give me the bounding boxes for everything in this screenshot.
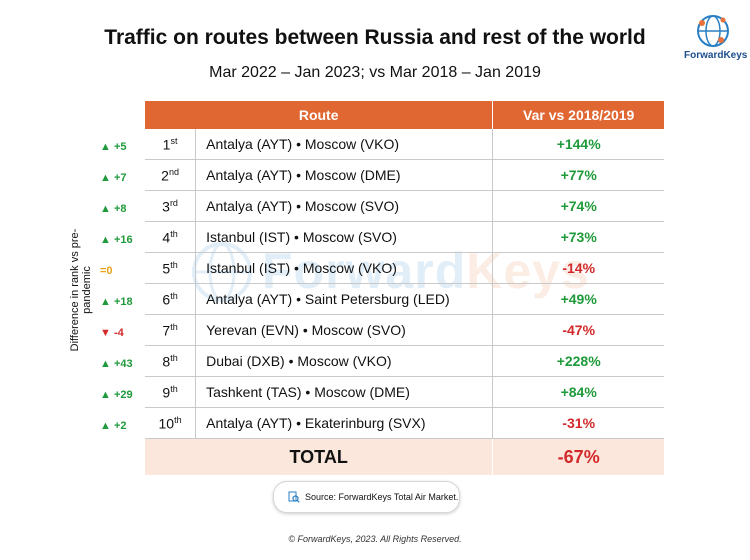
rank-suffix: rd bbox=[169, 197, 178, 208]
rank-suffix: st bbox=[170, 135, 178, 146]
rank-change-indicator: =0 bbox=[100, 265, 113, 277]
rank-change-indicator: ▲ +29 bbox=[100, 389, 133, 401]
variation-column-header: Var vs 2018/2019 bbox=[492, 101, 664, 129]
route-name: Antalya (AYT) • Saint Petersburg (LED) bbox=[195, 283, 494, 315]
rank-cell: 6th bbox=[145, 283, 197, 315]
route-name: Dubai (DXB) • Moscow (VKO) bbox=[195, 345, 494, 377]
route-variation: +73% bbox=[492, 221, 664, 253]
rank-change-indicator: ▲ +7 bbox=[100, 172, 127, 184]
rank-number: 5 bbox=[162, 260, 171, 277]
table-row: 8th Dubai (DXB) • Moscow (VKO) +228% bbox=[145, 345, 664, 377]
rank-number: 6 bbox=[162, 291, 171, 308]
rank-cell: 10th bbox=[145, 407, 197, 439]
rank-change-indicator: ▼ -4 bbox=[100, 327, 124, 339]
rank-change-indicator: ▲ +16 bbox=[100, 234, 133, 246]
rank-suffix: th bbox=[170, 228, 178, 239]
rank-number: 4 bbox=[162, 229, 171, 246]
route-name: Istanbul (IST) • Moscow (VKO) bbox=[195, 252, 494, 284]
route-name: Istanbul (IST) • Moscow (SVO) bbox=[195, 221, 494, 253]
page-subtitle: Mar 2022 – Jan 2023; vs Mar 2018 – Jan 2… bbox=[209, 64, 541, 81]
route-variation: -31% bbox=[492, 407, 664, 439]
rank-cell: 8th bbox=[145, 345, 197, 377]
route-variation: +144% bbox=[492, 129, 664, 160]
route-variation: +228% bbox=[492, 345, 664, 377]
rank-difference-axis-label: Difference in rank vs pre-pandemic bbox=[69, 228, 93, 352]
rank-number: 10 bbox=[158, 415, 175, 432]
document-search-icon bbox=[288, 491, 300, 503]
rank-number: 8 bbox=[162, 353, 171, 370]
rank-suffix: th bbox=[170, 259, 178, 270]
rank-change-indicator: ▲ +43 bbox=[100, 358, 133, 370]
rank-change-indicator: ▲ +5 bbox=[100, 141, 127, 153]
routes-table: Route Var vs 2018/2019 1st Antalya (AYT) … bbox=[145, 101, 664, 475]
table-row: 4th Istanbul (IST) • Moscow (SVO) +73% bbox=[145, 221, 664, 253]
rank-suffix: th bbox=[174, 414, 182, 425]
rank-number: 1 bbox=[162, 136, 171, 153]
route-name: Antalya (AYT) • Moscow (DME) bbox=[195, 159, 494, 191]
rank-change-indicator: ▲ +18 bbox=[100, 296, 133, 308]
rank-suffix: nd bbox=[168, 166, 179, 177]
rank-cell: 4th bbox=[145, 221, 197, 253]
page-title: Traffic on routes between Russia and res… bbox=[104, 26, 646, 49]
source-box: Source: ForwardKeys Total Air Market. bbox=[273, 481, 460, 513]
route-variation: +74% bbox=[492, 190, 664, 222]
total-variation: -67% bbox=[492, 438, 664, 475]
route-name: Yerevan (EVN) • Moscow (SVO) bbox=[195, 314, 494, 346]
total-row: TOTAL -67% bbox=[145, 438, 664, 475]
rank-cell: 1st bbox=[145, 129, 197, 160]
rank-suffix: th bbox=[170, 321, 178, 332]
source-text: Source: ForwardKeys Total Air Market. bbox=[305, 492, 459, 502]
table-row: 5th Istanbul (IST) • Moscow (VKO) -14% bbox=[145, 252, 664, 284]
brand-name: ForwardKeys bbox=[684, 50, 748, 61]
table-row: 3rd Antalya (AYT) • Moscow (SVO) +74% bbox=[145, 190, 664, 222]
route-variation: +84% bbox=[492, 376, 664, 408]
rank-change-indicator: ▲ +2 bbox=[100, 420, 127, 432]
route-variation: -14% bbox=[492, 252, 664, 284]
rank-number: 2 bbox=[161, 167, 169, 184]
rank-cell: 2nd bbox=[145, 159, 197, 191]
route-variation: +77% bbox=[492, 159, 664, 191]
table-row: 9th Tashkent (TAS) • Moscow (DME) +84% bbox=[145, 376, 664, 408]
brand-logo: ForwardKeys bbox=[684, 12, 748, 64]
table-row: 7th Yerevan (EVN) • Moscow (SVO) -47% bbox=[145, 314, 664, 346]
rank-suffix: th bbox=[170, 352, 178, 363]
rank-number: 9 bbox=[162, 384, 171, 401]
rank-suffix: th bbox=[170, 290, 178, 301]
rank-cell: 3rd bbox=[145, 190, 197, 222]
total-label: TOTAL bbox=[145, 438, 494, 475]
route-variation: -47% bbox=[492, 314, 664, 346]
table-row: 6th Antalya (AYT) • Saint Petersburg (LED… bbox=[145, 283, 664, 315]
rank-change-indicator: ▲ +8 bbox=[100, 203, 127, 215]
copyright-footer: © ForwardKeys, 2023. All Rights Reserved… bbox=[288, 534, 462, 544]
rank-cell: 5th bbox=[145, 252, 197, 284]
route-variation: +49% bbox=[492, 283, 664, 315]
globe-network-icon bbox=[697, 15, 729, 47]
table-row: 2nd Antalya (AYT) • Moscow (DME) +77% bbox=[145, 159, 664, 191]
rank-suffix: th bbox=[170, 383, 178, 394]
route-name: Tashkent (TAS) • Moscow (DME) bbox=[195, 376, 494, 408]
table-row: 10th Antalya (AYT) • Ekaterinburg (SVX) -3… bbox=[145, 407, 664, 439]
table-row: 1st Antalya (AYT) • Moscow (VKO) +144% bbox=[145, 129, 664, 160]
rank-cell: 9th bbox=[145, 376, 197, 408]
route-column-header: Route bbox=[145, 101, 494, 129]
route-name: Antalya (AYT) • Moscow (VKO) bbox=[195, 129, 494, 160]
rank-number: 3 bbox=[162, 198, 170, 215]
route-name: Antalya (AYT) • Moscow (SVO) bbox=[195, 190, 494, 222]
route-name: Antalya (AYT) • Ekaterinburg (SVX) bbox=[195, 407, 494, 439]
rank-cell: 7th bbox=[145, 314, 197, 346]
rank-number: 7 bbox=[162, 322, 171, 339]
